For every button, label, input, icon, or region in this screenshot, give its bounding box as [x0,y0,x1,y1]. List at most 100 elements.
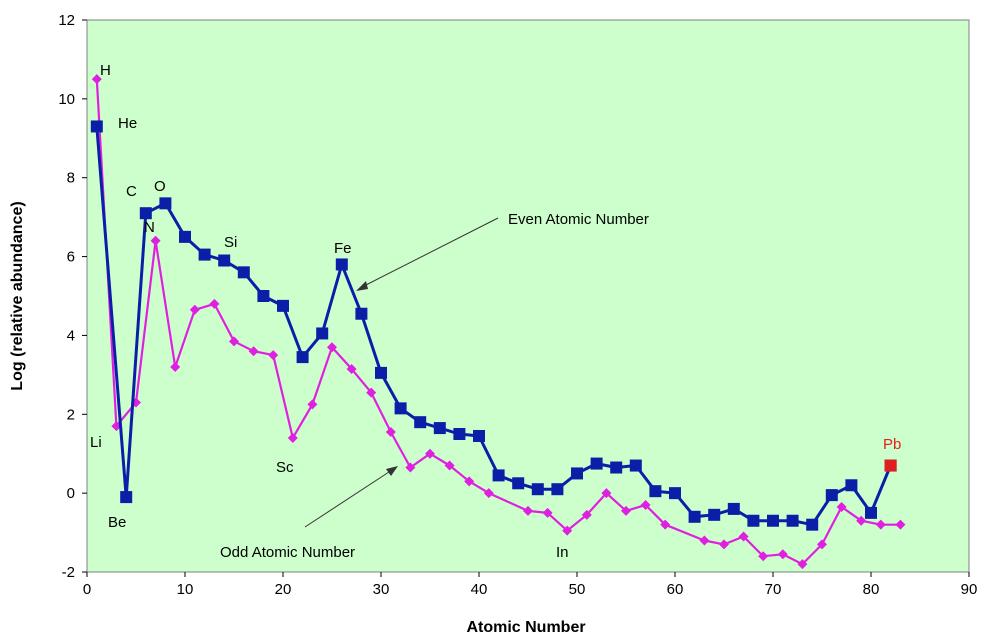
y-tick-label: 2 [67,406,75,423]
data-point-even [120,491,133,504]
label-H: H [100,62,111,79]
x-axis-title: Atomic Number [466,619,585,636]
data-point-odd [621,505,631,516]
series-line-odd [95,79,901,566]
data-point-odd [817,539,827,550]
data-point-even [473,429,485,442]
data-point-even [708,508,721,521]
data-point-even [786,514,799,527]
label-N: N [144,219,155,236]
label-O: O [154,178,166,195]
data-point-even [257,290,270,302]
data-point-even [688,510,701,523]
data-point-odd [444,460,455,471]
data-point-odd [366,387,377,398]
data-point-even [825,489,838,502]
plot-area [86,19,970,573]
data-point-even [355,307,368,320]
data-point-even [90,120,103,133]
data-point-even [277,299,289,312]
data-point-even [237,266,250,279]
odd-arrow-line [304,469,393,528]
data-point-even [512,477,525,490]
data-point-even [531,483,544,496]
data-point-odd [287,432,298,443]
y-axis-title: Log (relative abundance) [9,201,26,390]
data-point-odd [483,488,494,499]
data-point-even [610,461,623,474]
data-point-odd [307,399,318,410]
series-odd [91,74,906,570]
label-Sc: Sc [276,459,294,476]
label-In: In [556,544,569,561]
data-point-odd [660,519,671,530]
data-point-even [375,366,387,379]
y-tick-label: -2 [62,564,75,581]
y-tick-label: 10 [58,91,75,108]
label-He: He [118,115,137,132]
data-point-even [394,402,407,415]
data-point-odd [640,499,651,510]
even-atomic-number-label: Even Atomic Number [508,211,649,228]
data-point-even [139,207,152,220]
data-point-even [629,459,642,472]
data-point-odd [895,519,906,530]
data-point-odd [150,235,161,246]
data-point-odd [327,342,337,353]
data-point-odd [346,363,357,374]
odd-arrow-head [386,466,398,476]
data-point-odd [209,298,220,309]
data-point-odd [425,448,435,459]
data-point-even [590,457,603,470]
data-point-odd [581,509,592,520]
x-tick-label: 50 [569,581,586,598]
data-point-even [218,254,231,267]
x-tick-label: 80 [863,581,880,598]
data-point-even [335,258,348,271]
data-point-even [649,485,662,498]
data-point-odd [189,304,200,315]
label-Be: Be [108,514,126,531]
data-point-odd [385,427,396,438]
data-point-odd [523,505,533,516]
data-point-even [414,416,427,429]
even-arrow-head [356,281,368,291]
data-point-even [669,487,681,500]
even-arrow-line [361,217,499,288]
data-point-even [198,248,211,261]
data-point-odd [777,549,788,560]
data-point-even [453,428,466,440]
label-Fe: Fe [334,240,352,257]
series-even [90,120,897,531]
data-point-odd [464,476,475,487]
data-point-even [747,514,760,527]
data-point-even [806,518,819,531]
data-point-odd [797,559,808,570]
y-tick-label: 6 [67,249,75,266]
data-point-odd [170,361,181,372]
data-point-even [179,230,191,243]
x-tick-label: 70 [765,581,782,598]
data-point-even [551,483,564,496]
y-tick-label: 8 [67,170,75,187]
data-point-even [316,327,329,340]
data-point-odd [268,350,279,361]
series-layer [90,74,906,570]
data-point-even [433,422,446,435]
data-point-odd [738,531,749,542]
data-point-odd [719,539,729,550]
data-point-odd [601,488,612,499]
data-point-even [296,351,309,364]
data-point-odd [542,507,553,518]
x-tick-label: 0 [83,581,91,598]
data-point-even [727,502,740,515]
y-tick-label: 4 [67,327,75,344]
y-tick-label: 12 [58,12,75,29]
data-point-pb [884,459,897,472]
data-point-even [845,479,858,492]
data-point-odd [836,501,847,512]
label-Pb: Pb [883,436,901,453]
label-C: C [126,183,137,200]
x-tick-label: 90 [961,581,978,598]
